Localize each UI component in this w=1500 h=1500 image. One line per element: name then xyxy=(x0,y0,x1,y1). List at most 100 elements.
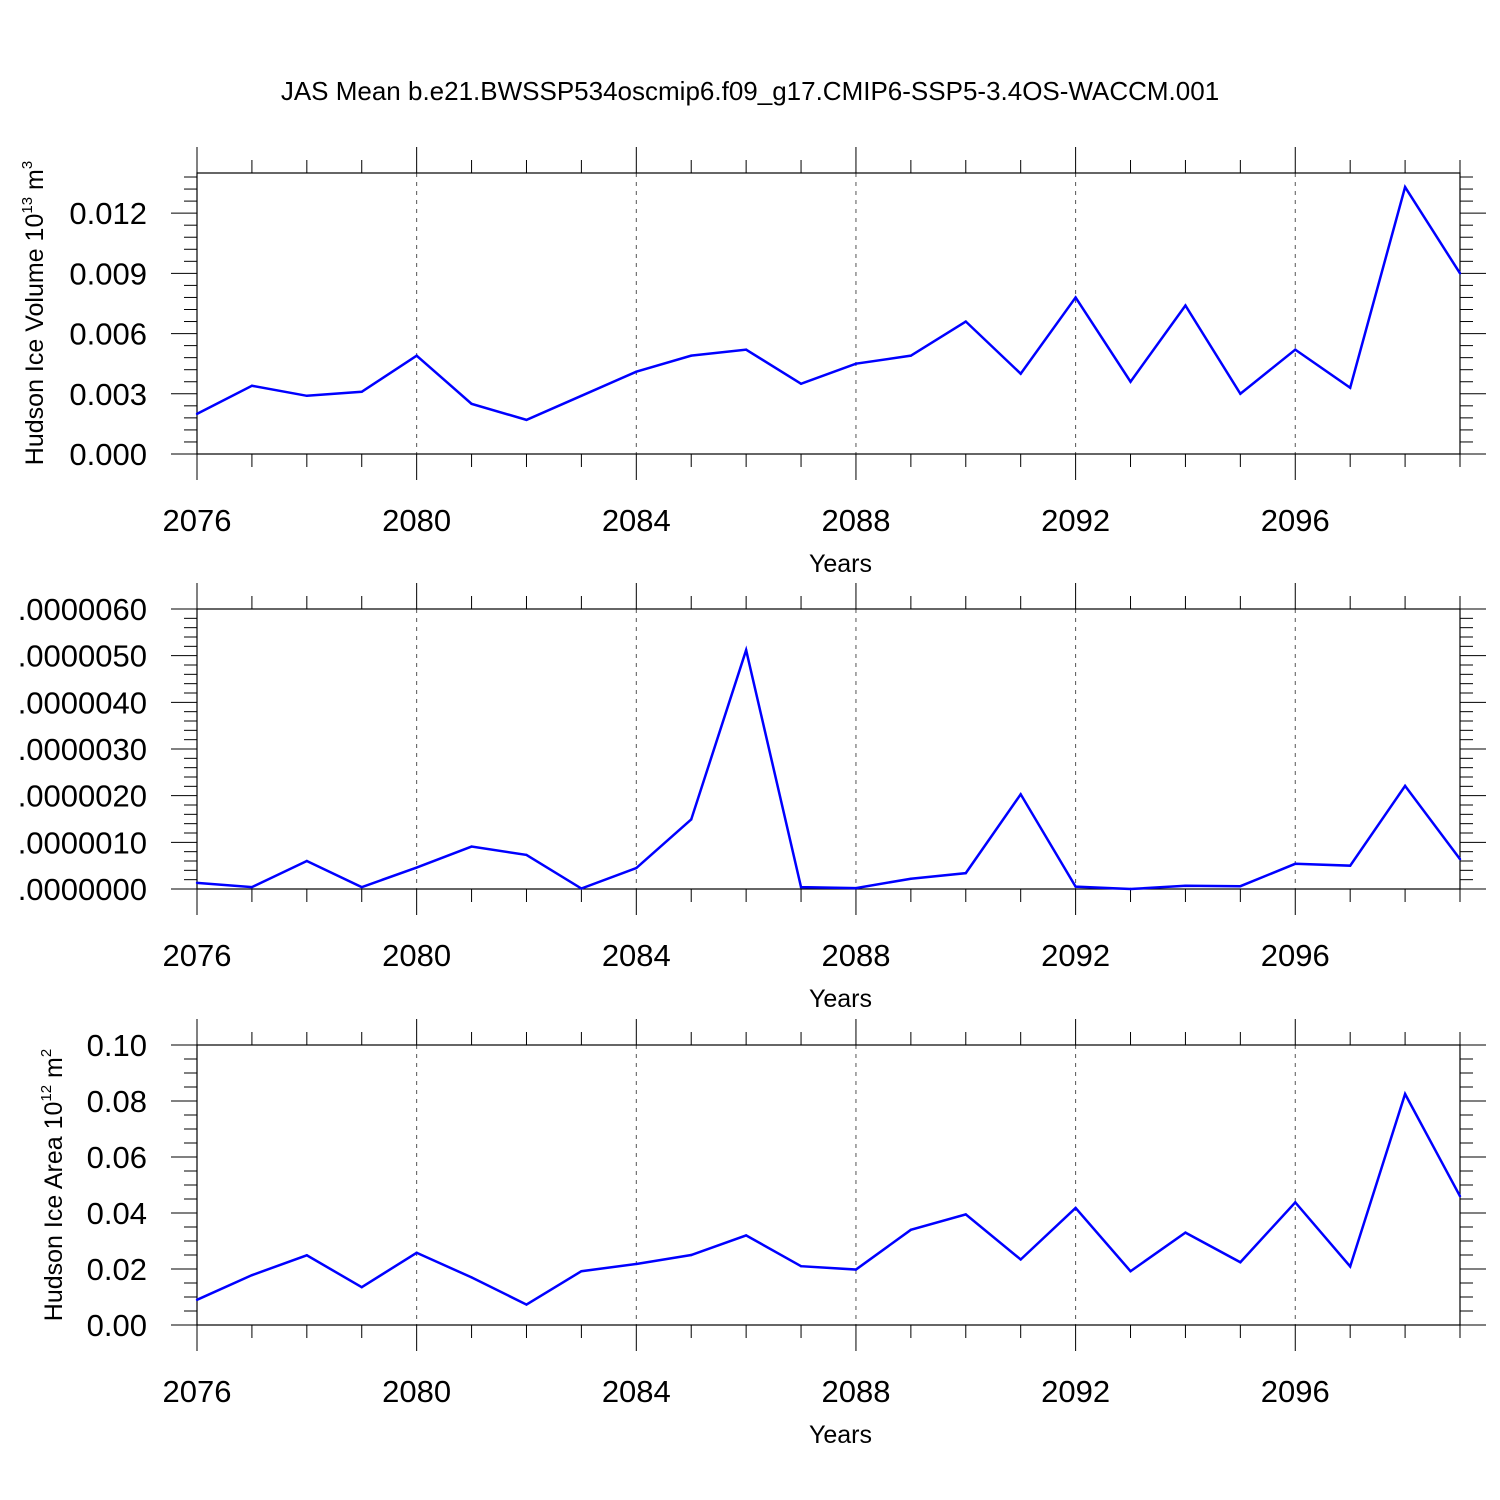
data-point xyxy=(525,1303,528,1306)
x-tick-label: 2092 xyxy=(1041,1374,1110,1409)
y-tick-label: 0.04 xyxy=(87,1196,147,1231)
x-tick-label: 2076 xyxy=(163,1374,232,1409)
data-point xyxy=(1294,1201,1297,1204)
data-point xyxy=(470,1276,473,1279)
y-tick-label: 0.10 xyxy=(87,1028,147,1063)
data-point xyxy=(799,1265,803,1268)
x-tick-label: 2084 xyxy=(602,503,671,538)
y-tick-label: 0.06 xyxy=(87,1140,147,1175)
data-point xyxy=(744,348,748,351)
y-axis-title: Hudson Ice Volume 1013 m3 xyxy=(19,161,49,465)
x-tick-label: 2092 xyxy=(1041,938,1110,973)
x-tick-label: 2080 xyxy=(382,503,451,538)
series-line xyxy=(196,645,1462,891)
data-point xyxy=(580,394,583,397)
data-point xyxy=(1239,885,1242,888)
y-tick-label: 0.08 xyxy=(87,1084,147,1119)
main-title: JAS Mean b.e21.BWSSP534oscmip6.f09_g17.C… xyxy=(281,76,1219,106)
data-point xyxy=(635,370,638,373)
data-point xyxy=(909,877,913,880)
y-tick-label: 0.00 xyxy=(87,1308,147,1343)
data-point xyxy=(470,845,473,848)
x-tick-label: 2080 xyxy=(382,1374,451,1409)
y-axis-title: Hudson Ice Area 1012 m2 xyxy=(38,1049,68,1321)
chart-panel-middle: 2076 2080 2084 2088 2092 2096 .0000000 .0000010… xyxy=(18,583,1486,1013)
data-point xyxy=(1403,185,1407,189)
data-point xyxy=(1403,1092,1407,1096)
y-tick-label: .0000040 xyxy=(18,685,147,720)
chart-panel-ice-area: 2076 2080 2084 2088 2092 2096 0.00 0.02 0.04 0.06… xyxy=(38,1019,1486,1449)
plot-frame xyxy=(196,608,1461,890)
chart-panel-ice-volume: 2076 2080 2084 2088 2092 2096 0.000 0.003 0.006 0… xyxy=(19,147,1486,578)
data-point xyxy=(1129,1270,1132,1273)
data-point xyxy=(1294,348,1297,351)
data-point xyxy=(305,1254,309,1257)
x-tick-label: 2092 xyxy=(1041,503,1110,538)
data-point xyxy=(799,885,803,889)
x-tick-label: 2080 xyxy=(382,938,451,973)
x-tick-label: 2076 xyxy=(163,503,232,538)
data-point xyxy=(635,866,638,870)
y-tick-label: .0000020 xyxy=(18,779,147,814)
data-point xyxy=(470,402,473,406)
x-tick-label: 2088 xyxy=(821,1374,890,1409)
data-point xyxy=(1239,392,1242,395)
y-tick-label: .0000060 xyxy=(18,592,147,627)
y-tick-label: .0000010 xyxy=(18,825,147,860)
data-point xyxy=(909,354,913,357)
data-point xyxy=(415,866,418,869)
data-point xyxy=(1239,1261,1242,1264)
data-point xyxy=(744,648,748,652)
x-tick-label: 2096 xyxy=(1261,1374,1330,1409)
data-point xyxy=(250,885,254,889)
data-point xyxy=(690,818,693,821)
data-point xyxy=(854,1268,858,1271)
data-point xyxy=(1348,864,1352,867)
data-point xyxy=(415,354,418,357)
data-point xyxy=(964,320,967,323)
data-point xyxy=(1074,1206,1077,1210)
data-point xyxy=(1458,857,1462,861)
y-tick-label: 0.012 xyxy=(69,196,147,231)
data-point xyxy=(1129,887,1132,891)
data-point xyxy=(1348,386,1352,389)
data-point xyxy=(360,390,363,393)
data-point xyxy=(360,885,363,889)
data-point xyxy=(1184,304,1187,307)
data-point xyxy=(1074,885,1077,888)
data-point xyxy=(305,859,309,863)
data-point xyxy=(964,871,967,875)
plot-frame xyxy=(196,172,1461,455)
x-tick-label: 2096 xyxy=(1261,503,1330,538)
x-tick-label: 2088 xyxy=(821,938,890,973)
y-tick-label: 0.000 xyxy=(69,437,147,472)
data-point xyxy=(1074,296,1077,299)
data-point xyxy=(1184,884,1187,887)
data-point xyxy=(1294,862,1297,865)
data-point xyxy=(1019,793,1022,796)
data-point xyxy=(305,394,309,397)
x-tick-label: 2088 xyxy=(821,503,890,538)
y-tick-label: .0000050 xyxy=(18,639,147,674)
data-point xyxy=(1458,1195,1462,1198)
x-tick-label: 2076 xyxy=(163,938,232,973)
data-point xyxy=(690,1253,693,1257)
data-point xyxy=(580,887,583,890)
data-point xyxy=(1458,272,1462,275)
y-tick-label: 0.006 xyxy=(69,317,147,352)
data-point xyxy=(525,418,528,422)
series-line xyxy=(196,183,1462,422)
data-point xyxy=(195,412,199,416)
data-point xyxy=(1348,1265,1352,1268)
data-point xyxy=(744,1234,748,1237)
data-point xyxy=(1129,380,1132,383)
y-tick-label: 0.02 xyxy=(87,1252,147,1287)
y-tick-label: 0.009 xyxy=(69,256,147,291)
series-line xyxy=(196,1090,1462,1306)
plot-frame xyxy=(196,1044,1461,1326)
data-point xyxy=(690,354,693,357)
x-axis-title: Years xyxy=(809,1421,872,1449)
x-tick-label: 2084 xyxy=(602,938,671,973)
x-tick-label: 2096 xyxy=(1261,938,1330,973)
